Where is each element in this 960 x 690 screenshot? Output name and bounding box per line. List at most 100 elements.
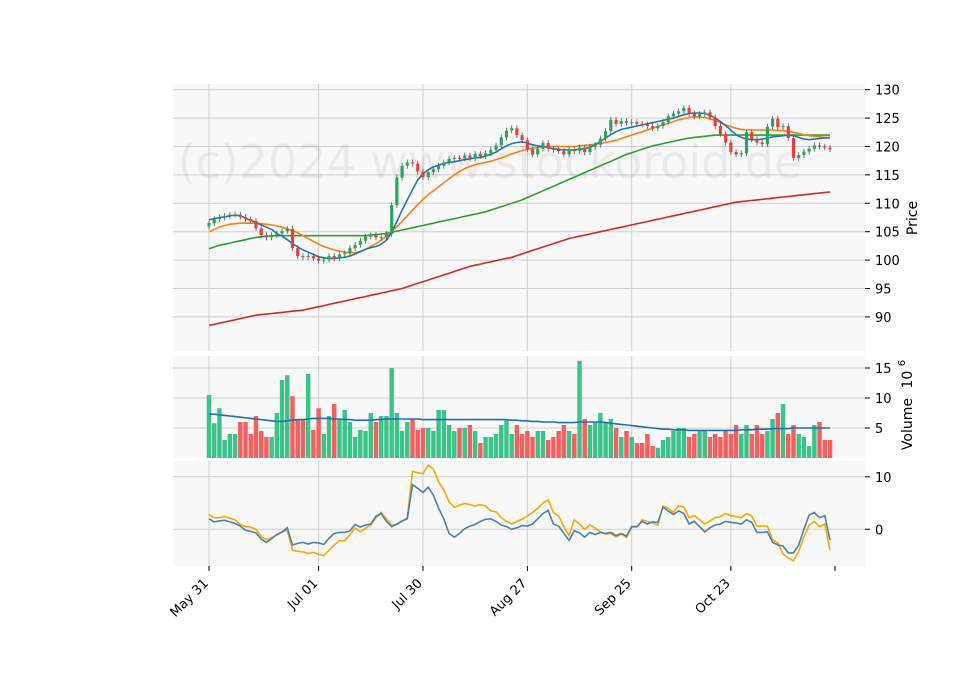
volume-bar (545, 440, 551, 458)
volume-bar (431, 431, 436, 458)
volume-bar (566, 431, 572, 458)
candle-body (536, 148, 540, 155)
volume-bar (592, 422, 598, 458)
volume-bar (217, 408, 222, 458)
candle-body (635, 122, 639, 124)
candle-body (520, 135, 524, 141)
volume-bar (347, 422, 353, 458)
candle-body (755, 139, 759, 143)
candle-body (583, 147, 587, 153)
volume-bar (749, 434, 754, 458)
volume-bar (483, 437, 488, 458)
candle-body (713, 117, 717, 127)
candle-body (405, 162, 409, 166)
candle-body (557, 149, 561, 152)
volume-bar (530, 437, 535, 458)
volume-bar (410, 419, 415, 458)
volume-bar (452, 431, 457, 458)
candle-body (363, 236, 368, 241)
candle-body (275, 233, 279, 236)
candle-body (750, 132, 754, 140)
price-tick-label: 105 (875, 226, 900, 241)
candle-body (348, 248, 352, 254)
candle-body (671, 113, 676, 117)
volume-bar (645, 434, 650, 458)
price-tick-label: 95 (875, 283, 892, 298)
volume-bar (420, 428, 426, 458)
volume-bar (744, 425, 749, 458)
volume-bar (363, 431, 368, 458)
candle-body (515, 128, 519, 136)
candle-body (760, 142, 764, 145)
volume-bar (248, 434, 253, 458)
x-tick-label: Aug 27 (487, 576, 530, 619)
volume-bar (765, 431, 770, 458)
candle-body (682, 107, 686, 112)
candle-body (718, 126, 722, 134)
candle-body (577, 147, 582, 152)
candle-body (562, 151, 566, 155)
candle-body (228, 214, 232, 216)
volume-bar (462, 428, 467, 458)
candle-body (264, 235, 268, 238)
volume-bar (666, 437, 671, 458)
candle-body (217, 217, 222, 220)
volume-bar (655, 447, 661, 458)
volume-bar (258, 431, 264, 458)
volume-bar (791, 425, 796, 458)
volume-bar (686, 437, 692, 458)
volume-bars (206, 360, 833, 458)
volume-bar (290, 396, 295, 458)
volume-bar (509, 434, 514, 458)
candle-body (614, 119, 618, 124)
volume-bar (796, 434, 801, 458)
volume-bar (827, 440, 833, 458)
volume-bar (587, 425, 593, 458)
volume-bar (754, 425, 760, 458)
volume-bar (222, 440, 227, 458)
volume-bar (457, 428, 462, 458)
volume-bar (405, 422, 410, 458)
candle-body (776, 118, 780, 128)
candle-body (734, 152, 738, 155)
candle-body (645, 124, 649, 127)
volume-y-axis: 5 10 15 (865, 362, 892, 437)
candle-body (687, 107, 691, 114)
candle-body (452, 157, 456, 159)
volume-scale-exponent: 6 (897, 360, 908, 366)
volume-bar (425, 428, 431, 458)
candle-body (390, 205, 394, 234)
volume-bar (619, 437, 624, 458)
candle-body (207, 223, 211, 227)
candle-body (541, 143, 545, 149)
candle-body (243, 216, 248, 220)
x-tick-label: Sep 25 (592, 576, 635, 619)
price-tick-label: 100 (875, 254, 900, 269)
candle-body (729, 142, 733, 153)
candle-body (447, 158, 451, 163)
macd-y-axis: 0 10 (865, 471, 892, 538)
volume-bar (446, 425, 452, 458)
volume-bar (728, 434, 734, 458)
candle-body (384, 233, 388, 237)
volume-bar (629, 437, 634, 458)
x-tick-label: Oct 23 (693, 576, 734, 617)
volume-bar (676, 428, 681, 458)
macd-panel-bg (173, 461, 865, 566)
candle-body (369, 235, 373, 237)
volume-bar (279, 380, 285, 458)
volume-bar (326, 416, 332, 458)
candle-body (410, 162, 415, 164)
candle-body (484, 153, 488, 157)
candle-body (697, 114, 702, 117)
candle-body (588, 147, 592, 153)
price-tick-label: 115 (875, 169, 900, 184)
price-tick-label: 90 (875, 311, 892, 326)
volume-bar (817, 422, 822, 458)
candle-body (374, 235, 378, 238)
volume-bar (660, 440, 666, 458)
volume-bar (311, 429, 316, 458)
candle-body (828, 147, 832, 150)
volume-bar (243, 422, 248, 458)
volume-bar (436, 410, 441, 458)
